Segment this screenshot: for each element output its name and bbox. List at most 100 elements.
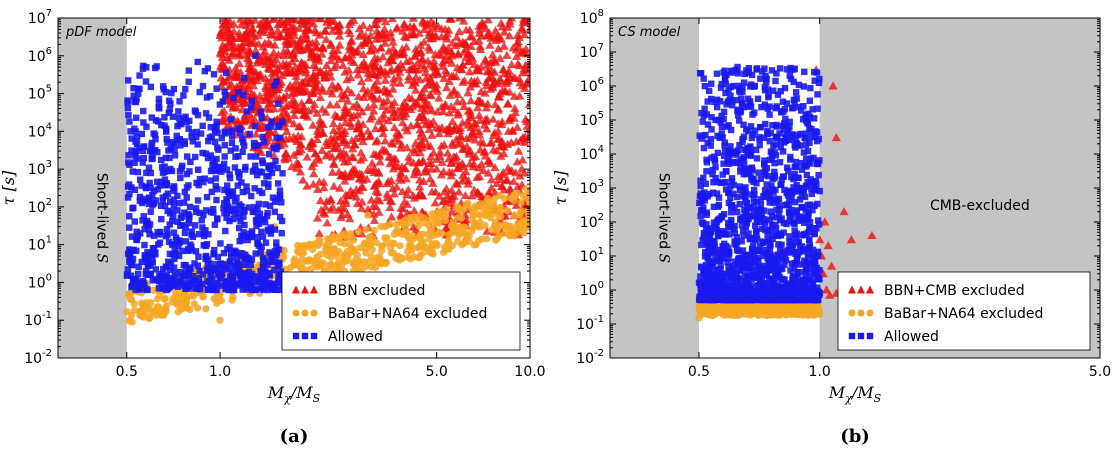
panel-a-point-0-1433 [282, 37, 292, 47]
panel-b-point-2-849 [814, 296, 822, 304]
panel-a-point-2-177 [271, 266, 278, 274]
panel-a-point-0-650 [309, 60, 319, 69]
panel-b-point-2-103 [740, 79, 748, 86]
panel-a-point-0-1119 [231, 73, 241, 82]
panel-a-point-2-220 [221, 153, 228, 160]
panel-a-point-0-586 [425, 73, 435, 82]
panel-a-point-0-1158 [419, 24, 429, 33]
panel-a-point-2-771 [174, 207, 181, 214]
panel-b-point-2-658 [763, 79, 770, 86]
panel-a-point-0-1544 [289, 48, 299, 57]
panel-a-point-0-166 [386, 212, 397, 221]
panel-a-point-0-1514 [348, 144, 358, 153]
panel-a-point-2-430 [127, 272, 135, 279]
panel-a-point-0-1591 [365, 132, 375, 141]
panel-a-point-2-885 [135, 144, 142, 152]
panel-a-point-0-999 [439, 73, 449, 82]
panel-a-point-2-388 [185, 277, 193, 284]
panel-a-point-0-817 [220, 46, 230, 56]
panel-a-point-0-505 [445, 90, 455, 99]
panel-b-point-2-600 [802, 206, 809, 214]
panel-a-point-0-1237 [434, 129, 444, 138]
panel-a-point-2-668 [233, 258, 241, 266]
panel-a-point-2-368 [252, 153, 260, 160]
panel-a-point-0-644 [378, 52, 388, 61]
panel-a-point-2-604 [166, 221, 173, 228]
panel-a-point-2-782 [260, 282, 267, 289]
panel-a-point-0-1296 [275, 31, 285, 40]
panel-b-point-2-712 [757, 123, 764, 131]
panel-a-point-2-86 [255, 141, 262, 149]
panel-a-point-2-720 [227, 116, 235, 123]
panel-a-point-2-447 [130, 204, 137, 211]
panel-a-point-2-500 [216, 265, 224, 273]
panel-a-point-1-662 [483, 205, 491, 213]
panel-a-point-0-165 [397, 187, 407, 196]
panel-a-point-2-199 [216, 101, 224, 108]
panel-b-point-2-788 [816, 75, 823, 83]
panel-a-point-0-545 [284, 100, 294, 109]
panel-a-point-2-886 [273, 243, 280, 251]
panel-a-legend-marker-2 [310, 332, 318, 340]
panel-a-point-2-779 [163, 279, 170, 286]
panel-a-point-2-776 [187, 241, 194, 248]
panel-a-point-2-542 [241, 261, 249, 268]
panel-a-point-0-535 [313, 152, 323, 161]
panel-a-point-2-578 [214, 280, 221, 287]
panel-a-point-0-60 [510, 103, 520, 112]
panel-a-point-0-1805 [270, 18, 280, 22]
panel-a-point-2-876 [164, 285, 171, 293]
panel-a-point-0-1043 [483, 18, 493, 24]
panel-a-point-2-357 [232, 263, 239, 270]
panel-a-point-0-1779 [453, 49, 463, 58]
panel-a-point-0-1115 [392, 22, 402, 32]
panel-a-point-2-685 [125, 159, 132, 166]
panel-a-point-0-1202 [340, 53, 350, 62]
panel-a-point-2-487 [178, 165, 185, 172]
panel-a-point-0-1793 [356, 60, 367, 69]
panel-a-point-2-747 [174, 218, 181, 225]
panel-a-point-2-422 [277, 271, 284, 279]
panel-a-point-0-338 [439, 167, 449, 176]
panel-b-point-2-677 [764, 231, 771, 238]
panel-a-point-2-822 [131, 98, 138, 105]
panel-a-point-0-1715 [428, 80, 439, 89]
panel-a-point-0-737 [520, 137, 530, 146]
panel-a-legend-marker-0 [301, 285, 309, 294]
panel-a-point-0-1710 [215, 48, 225, 57]
panel-b-point-2-733 [702, 131, 709, 139]
panel-b-point-2-9 [733, 96, 740, 104]
panel-a-point-2-896 [211, 125, 219, 132]
panel-a-point-0-1122 [307, 162, 317, 171]
panel-a-point-2-599 [161, 202, 169, 210]
panel-a-point-0-632 [308, 104, 318, 113]
panel-a-point-2-765 [226, 192, 233, 200]
panel-a-point-2-132 [221, 209, 228, 217]
panel-a-point-0-1177 [247, 39, 257, 48]
panel-a-point-0-1139 [448, 140, 458, 149]
panel-a-point-2-726 [144, 257, 151, 265]
panel-a-point-0-883 [509, 113, 519, 122]
panel-a-point-0-672 [291, 71, 301, 80]
panel-a-point-2-361 [126, 213, 133, 220]
panel-a-point-2-80 [196, 209, 204, 217]
panel-a-point-2-787 [168, 167, 176, 175]
panel-a-point-1-343 [496, 203, 504, 212]
panel-a-point-0-1554 [412, 119, 422, 128]
panel-b-point-2-832 [772, 77, 779, 85]
panel-a-point-2-387 [131, 186, 139, 193]
panel-b-point-2-747 [795, 238, 802, 246]
panel-a-point-0-1396 [338, 60, 348, 69]
panel-a-point-0-1292 [386, 138, 397, 147]
panel-a-point-0-1071 [272, 94, 282, 103]
panel-a-point-1-645 [456, 205, 464, 213]
panel-a-point-1-690 [383, 234, 391, 242]
panel-b-point-2-156 [725, 231, 733, 238]
panel-a-point-1-562 [324, 235, 332, 243]
panel-a-point-2-490 [141, 225, 148, 233]
panel-a-point-0-1089 [512, 122, 522, 131]
panel-a-point-1-623 [136, 310, 144, 318]
panel-a-point-2-543 [136, 193, 144, 201]
panel-a-point-0-285 [255, 91, 265, 100]
